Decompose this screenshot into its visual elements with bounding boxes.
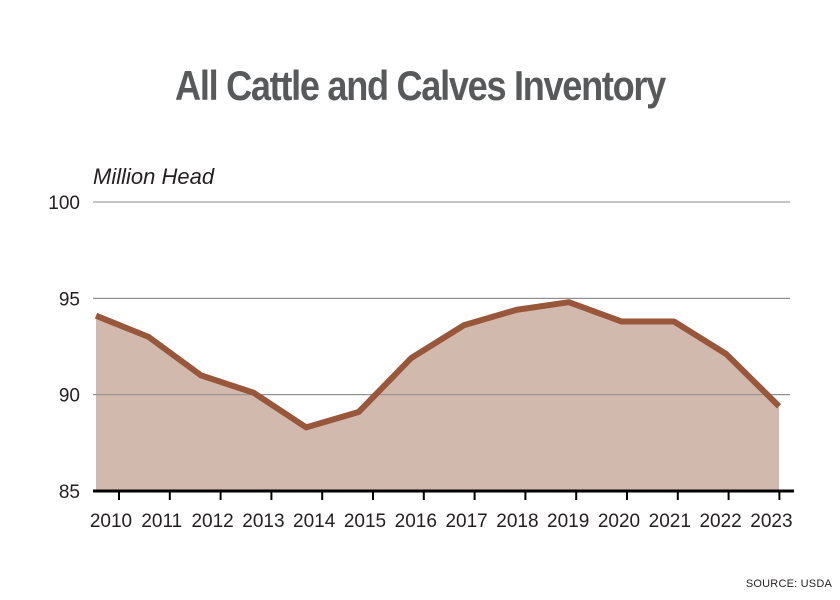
x-tick-label: 2021 [649,511,691,532]
x-tick-label: 2020 [598,511,640,532]
x-tick-label: 2017 [445,511,487,532]
x-tick-labels: 2010 2011 2012 2013 2014 2015 2016 2017 2018 2019… [90,511,793,532]
x-tick-label: 2019 [547,511,589,532]
series-area [93,297,790,491]
y-tick-label: 85 [59,482,80,503]
chart-title: All Cattle and Calves Inventory [175,62,666,109]
y-axis-unit-label: Million Head [93,164,215,189]
x-tick-label: 2016 [395,511,437,532]
x-tick-label: 2018 [496,511,538,532]
axes [93,489,794,500]
area-fill [96,302,779,491]
x-tick-label: 2023 [750,511,792,532]
y-tick-label: 100 [48,193,80,214]
x-tick-label: 2010 [90,511,132,532]
y-tick-label: 90 [59,386,80,407]
x-tick-label: 2022 [699,511,741,532]
y-tick-labels: 85 90 95 100 [48,193,80,503]
source-note: SOURCE: USDA [745,578,832,590]
x-tick-label: 2011 [141,511,182,532]
x-tick-label: 2013 [242,511,284,532]
x-tick-label: 2014 [293,511,336,532]
y-tick-label: 95 [59,289,80,310]
x-tick-label: 2012 [191,511,233,532]
x-tick-label: 2015 [344,511,386,532]
series-line [94,299,782,431]
